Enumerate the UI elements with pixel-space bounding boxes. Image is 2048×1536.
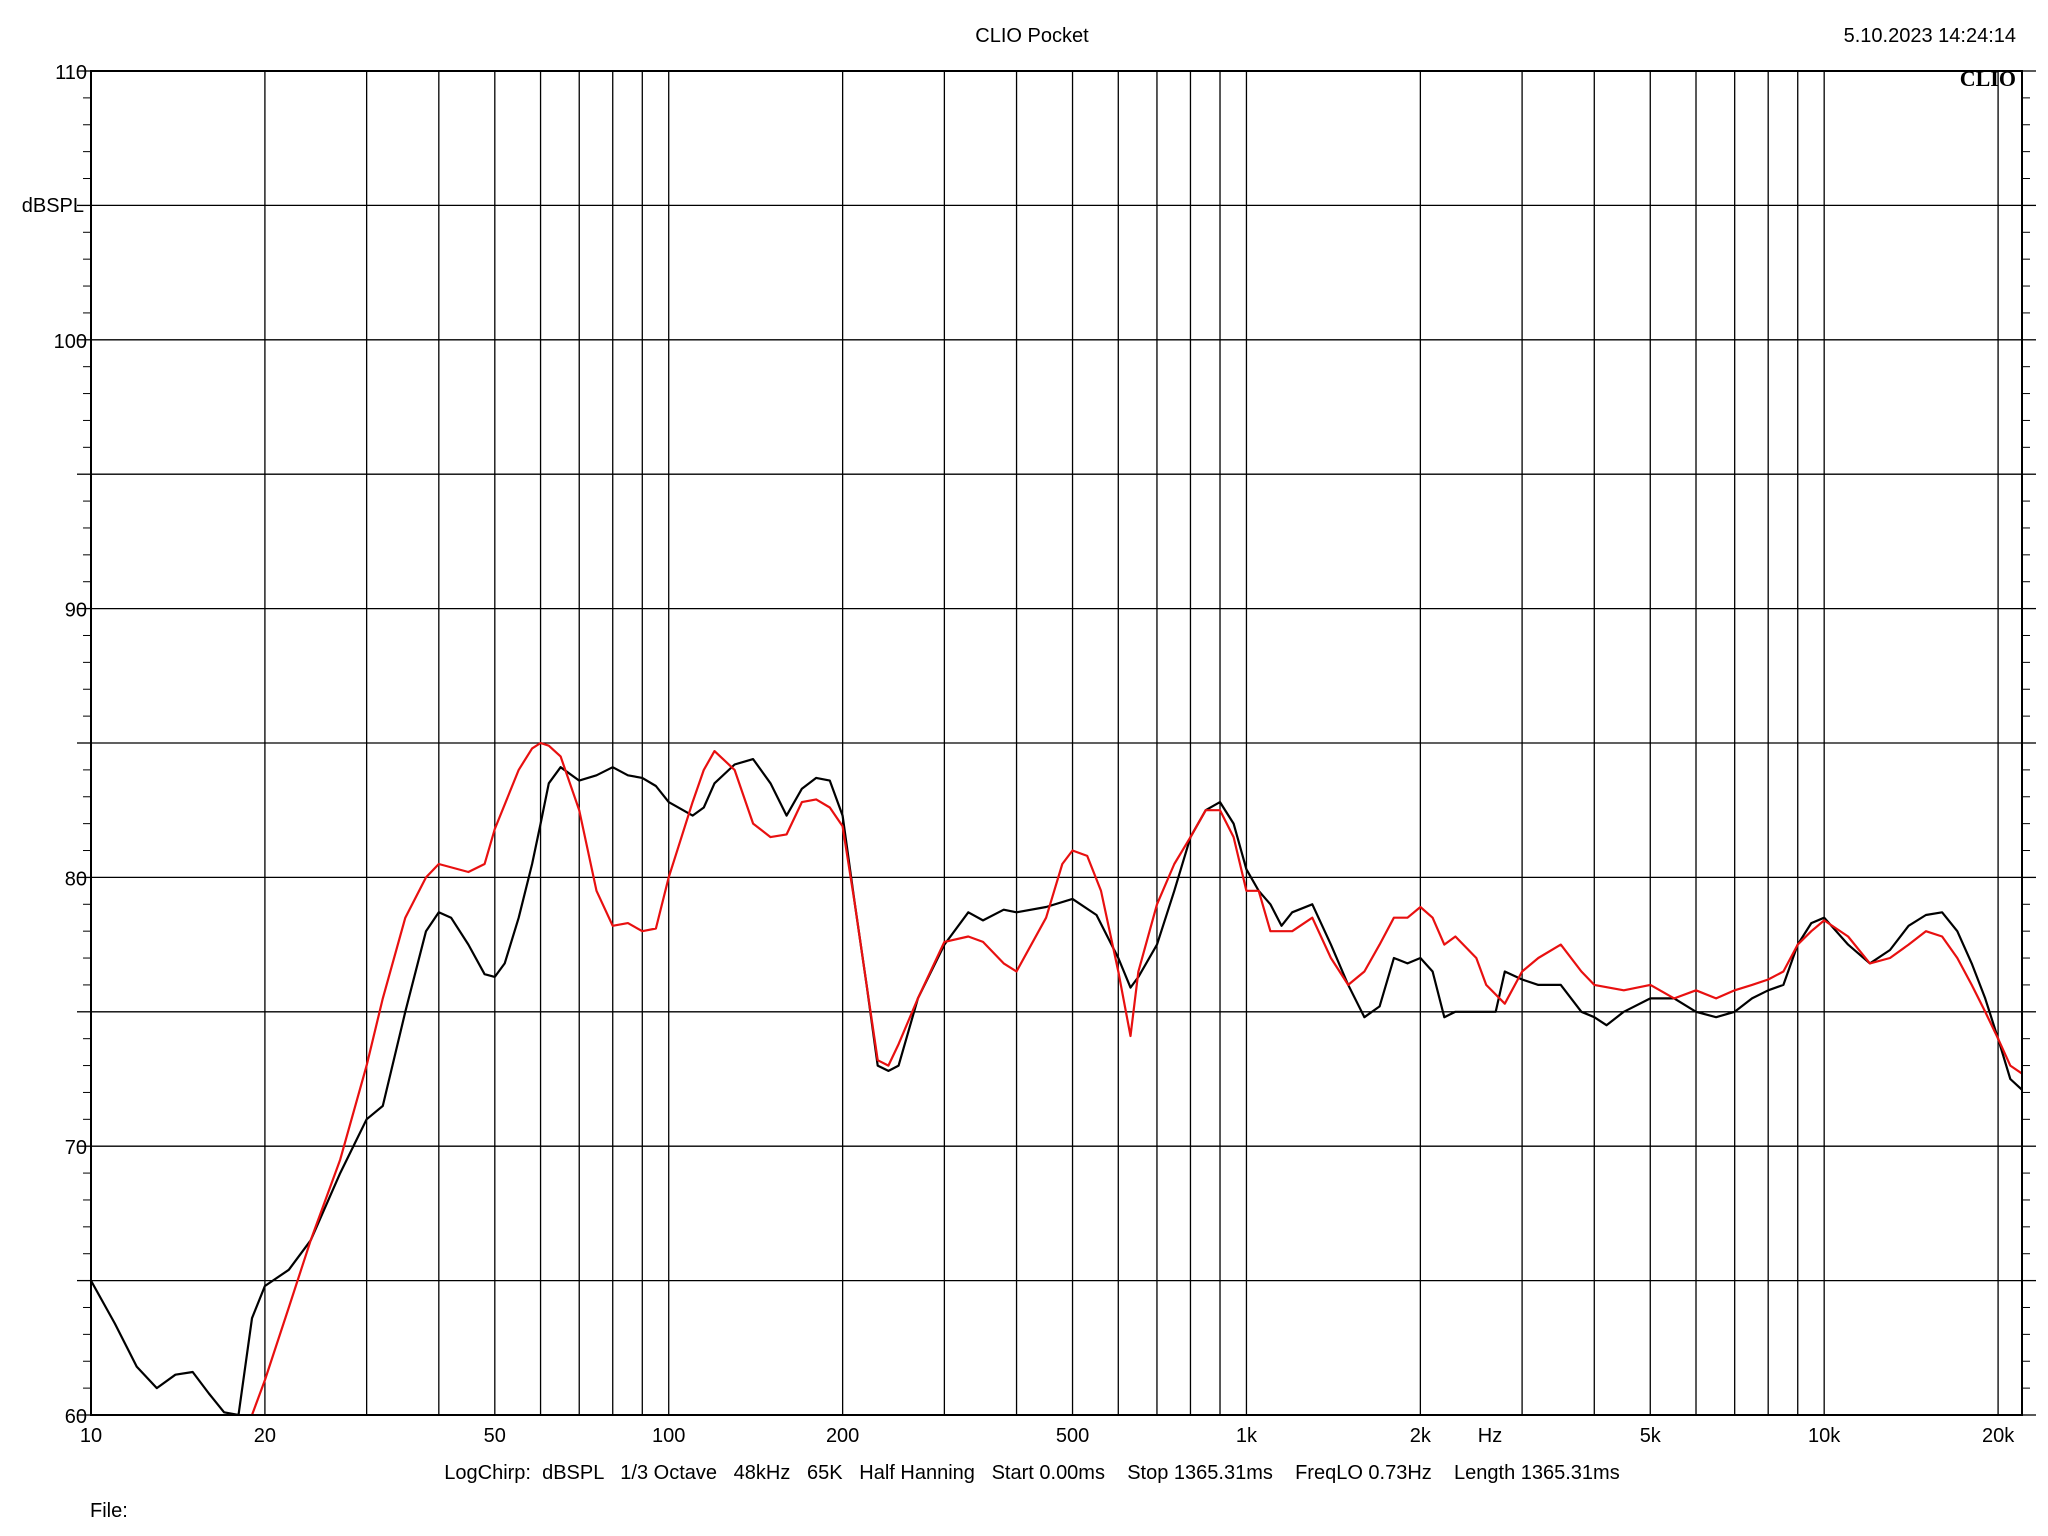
x-axis-label: Hz [1478, 1425, 1502, 1447]
y-tick-labels: 60 70 80 90 100 110 [54, 62, 87, 1428]
x-tick-label: 100 [652, 1425, 685, 1447]
series-line-red [250, 741, 2022, 1415]
chart-title: CLIO Pocket [975, 25, 1089, 47]
y-axis-label: dBSPL [22, 195, 84, 217]
x-tick-label: 200 [826, 1425, 859, 1447]
horizontal-gridlines [77, 70, 2036, 1416]
plot-frame [90, 70, 2023, 1416]
clio-logo: CLIO [1960, 66, 2016, 91]
file-label: File: [90, 1500, 128, 1522]
y-tick-label: 90 [65, 600, 87, 622]
y-tick-label: 70 [65, 1137, 87, 1159]
x-tick-label: 5k [1640, 1425, 1662, 1447]
x-tick-label: 10k [1808, 1425, 1841, 1447]
x-tick-label: 20 [254, 1425, 276, 1447]
x-tick-label: 20k [1982, 1425, 2015, 1447]
x-tick-labels: 10 20 50 100 200 500 1k 2k 5k 10k 20k [80, 1425, 2015, 1447]
series-line-black [91, 758, 2022, 1415]
x-tick-label: 50 [484, 1425, 506, 1447]
y-tick-label: 60 [65, 1406, 87, 1428]
x-tick-label: 2k [1410, 1425, 1432, 1447]
y-tick-label: 80 [65, 868, 87, 890]
timestamp: 5.10.2023 14:24:14 [1844, 25, 2016, 47]
x-tick-label: 10 [80, 1425, 102, 1447]
y-tick-label: 110 [55, 62, 87, 84]
x-tick-label: 1k [1236, 1425, 1258, 1447]
measurement-settings: LogChirp: dBSPL 1/3 Octave 48kHz 65K Hal… [444, 1462, 1619, 1484]
series-layer [91, 741, 2022, 1415]
x-tick-label: 500 [1056, 1425, 1089, 1447]
y-tick-label: 100 [54, 331, 87, 353]
